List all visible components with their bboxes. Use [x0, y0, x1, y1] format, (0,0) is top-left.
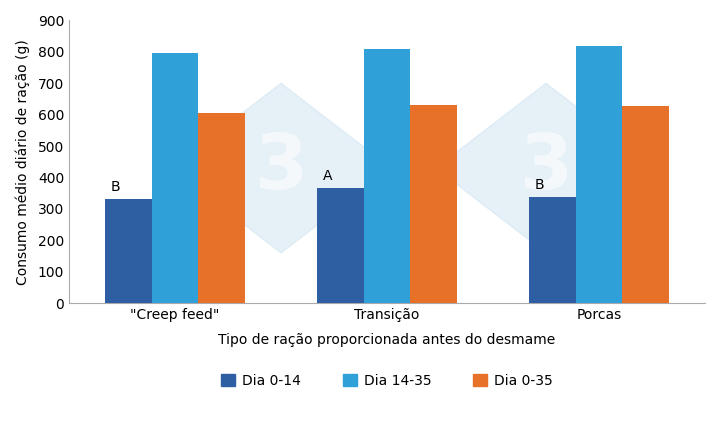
Legend: Dia 0-14, Dia 14-35, Dia 0-35: Dia 0-14, Dia 14-35, Dia 0-35 [215, 367, 559, 395]
X-axis label: Tipo de ração proporcionada antes do desmame: Tipo de ração proporcionada antes do des… [218, 333, 556, 347]
Text: 3: 3 [254, 131, 307, 205]
Polygon shape [171, 83, 391, 253]
Bar [576, 46, 622, 303]
Bar [152, 53, 199, 303]
Bar [199, 113, 245, 303]
Text: 3: 3 [519, 131, 572, 205]
Text: B: B [111, 180, 120, 194]
Bar [622, 106, 669, 303]
Bar [529, 197, 576, 303]
Text: A: A [323, 169, 333, 183]
Bar [317, 188, 364, 303]
Text: B: B [535, 178, 544, 192]
Bar [410, 105, 457, 303]
Y-axis label: Consumo médio diário de ração (g): Consumo médio diário de ração (g) [15, 39, 30, 285]
Bar [364, 49, 410, 303]
Bar [105, 198, 152, 303]
Polygon shape [436, 83, 656, 253]
